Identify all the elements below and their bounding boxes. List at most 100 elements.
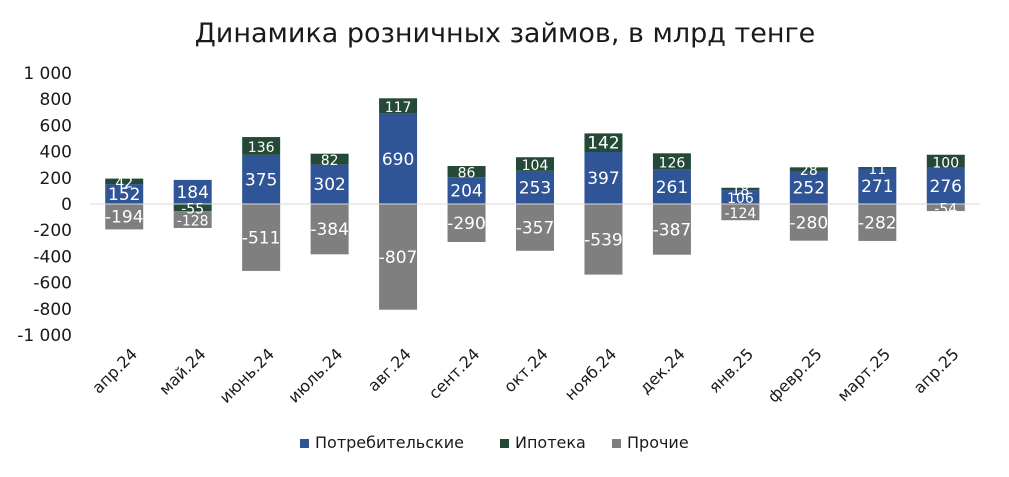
x-tick-label: февр.25: [764, 344, 826, 406]
bar-Прочие: [310, 204, 349, 255]
x-axis: апр.24 май.24 июнь.24 июль.24 авг.24 сент.24 о…: [88, 344, 962, 406]
bar-Потребительские: [310, 164, 349, 204]
data-label: -387: [653, 220, 692, 240]
x-tick-label: сент.24: [425, 344, 484, 403]
legend-label: Потребительские: [315, 433, 464, 452]
bar-Прочие: [105, 204, 144, 230]
bar-Ипотека: [584, 133, 623, 152]
legend: Потребительские Ипотека Прочие: [300, 433, 689, 452]
bar-Ипотека: [926, 154, 965, 168]
y-tick-label: 600: [40, 116, 72, 136]
bar-Потребительские: [858, 168, 897, 204]
data-label: 86: [458, 166, 476, 182]
data-label: 261: [656, 178, 688, 198]
bar-Прочие: [789, 204, 828, 241]
bar-Ипотека: [721, 187, 760, 191]
data-label: 375: [245, 170, 277, 190]
data-label: 117: [385, 100, 412, 116]
bar-Прочие: [721, 204, 760, 221]
y-tick-label: -1 000: [17, 326, 72, 346]
data-label: 276: [930, 177, 962, 197]
y-tick-label: 1 000: [23, 64, 72, 84]
bar-Прочие: [447, 204, 486, 242]
x-tick-label: март.25: [833, 344, 894, 405]
data-label: 397: [587, 169, 619, 189]
data-label: 82: [321, 153, 339, 169]
data-label: 28: [800, 163, 818, 179]
data-label: -511: [242, 228, 281, 248]
bars: [90, 98, 980, 310]
bar-Потребительские: [584, 151, 623, 204]
bar-Прочие: [926, 204, 965, 212]
legend-swatch: [500, 439, 509, 448]
bar-Прочие: [584, 204, 623, 275]
x-tick-label: июнь.24: [216, 344, 278, 406]
bar-Ипотека: [105, 178, 144, 185]
data-label: 104: [522, 158, 549, 174]
x-tick-label: авг.24: [364, 344, 415, 395]
data-label: -290: [447, 214, 486, 234]
data-label: 11: [868, 162, 886, 178]
x-tick-label: апр.24: [88, 344, 141, 397]
data-label: -124: [724, 206, 756, 222]
y-tick-label: 0: [61, 195, 72, 215]
data-label: 18: [731, 183, 749, 199]
y-tick-label: -600: [33, 274, 72, 294]
legend-label: Ипотека: [515, 433, 586, 452]
data-label: 271: [861, 177, 893, 197]
bar-Потребительские: [721, 190, 760, 204]
legend-label: Прочие: [627, 433, 689, 452]
bar-Потребительские: [379, 113, 418, 204]
legend-swatch: [612, 439, 621, 448]
data-label: 690: [382, 150, 414, 170]
data-label: 136: [248, 140, 275, 156]
bar-Ипотека: [310, 153, 349, 165]
chart-title: Динамика розничных займов, в млрд тенге: [195, 18, 816, 49]
data-label: 302: [313, 175, 345, 195]
data-label: 126: [659, 156, 686, 172]
bar-Потребительские: [242, 154, 281, 204]
bar-Ипотека: [242, 137, 281, 155]
bar-Ипотека: [652, 153, 691, 170]
x-tick-label: апр.25: [910, 344, 963, 397]
bar-Потребительские: [652, 169, 691, 204]
bar-Потребительские: [516, 170, 554, 204]
bar-Ипотека: [516, 157, 554, 171]
x-tick-label: янв.25: [705, 344, 757, 396]
y-tick-label: -400: [33, 247, 72, 267]
data-label: -539: [584, 230, 623, 250]
bar-Прочие: [858, 204, 897, 241]
x-tick-label: окт.24: [500, 344, 552, 396]
data-label: -55: [181, 202, 204, 218]
bar-Потребительские: [447, 177, 486, 204]
data-label: -384: [310, 220, 349, 240]
y-tick-label: 400: [40, 143, 72, 163]
bar-Прочие: [652, 204, 691, 255]
data-label: -807: [379, 248, 418, 268]
x-tick-label: май.24: [155, 344, 209, 398]
bar-Потребительские: [926, 167, 965, 204]
data-label: 253: [519, 178, 551, 198]
bar-Ипотека: [173, 204, 212, 212]
bar-Прочие: [173, 211, 212, 228]
data-label: 100: [932, 155, 959, 171]
bar-Прочие: [516, 204, 554, 251]
data-label: 142: [587, 134, 619, 154]
data-label: 184: [176, 183, 208, 203]
y-tick-label: -200: [33, 221, 72, 241]
data-label: 42: [115, 175, 133, 191]
x-tick-label: нояб.24: [561, 344, 621, 404]
data-label: 252: [793, 178, 825, 198]
data-label: -357: [516, 218, 555, 238]
bar-Потребительские: [173, 179, 212, 204]
y-tick-label: 200: [40, 169, 72, 189]
bar-Ипотека: [447, 166, 486, 178]
x-tick-label: дек.24: [636, 344, 689, 397]
bar-Ипотека: [858, 167, 897, 169]
data-label: 204: [450, 182, 482, 202]
data-label: -194: [105, 208, 144, 228]
data-label: -54: [934, 202, 957, 218]
bar-Прочие: [242, 204, 281, 271]
